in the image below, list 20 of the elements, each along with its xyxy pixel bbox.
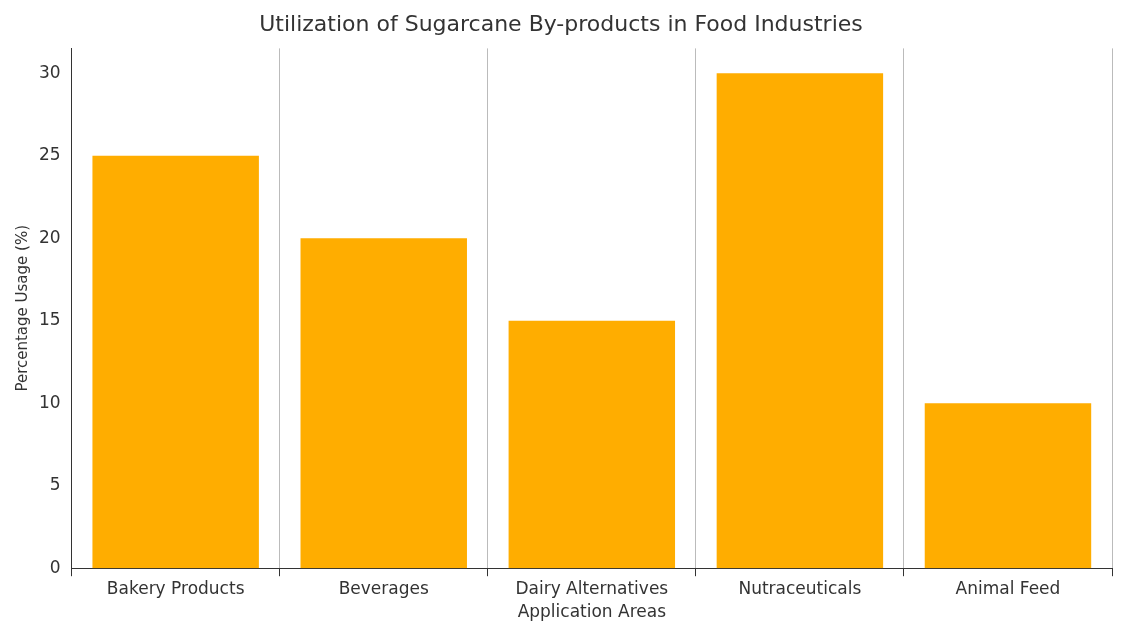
y-tick-label: 25: [38, 144, 61, 165]
y-tick-label: 20: [38, 226, 61, 247]
bar: [300, 238, 467, 569]
x-tick-label: Animal Feed: [955, 577, 1061, 598]
x-tick-label: Beverages: [338, 577, 429, 598]
bar: [716, 73, 884, 569]
y-tick-label: 0: [49, 556, 61, 577]
y-tick-label: 5: [49, 474, 61, 495]
x-tick-label: Nutraceuticals: [738, 577, 862, 598]
chart-title: Utilization of Sugarcane By-products in Food Industries: [259, 10, 863, 36]
x-tick-label: Bakery Products: [106, 577, 245, 598]
bar: [92, 155, 259, 569]
bar: [924, 403, 1092, 569]
x-tick-label: Dairy Alternatives: [515, 577, 669, 598]
y-axis-title: Percentage Usage (%): [12, 224, 31, 392]
bar: [508, 320, 676, 569]
y-tick-label: 10: [38, 391, 61, 412]
y-tick-label: 15: [38, 309, 61, 330]
x-axis-title: Application Areas: [517, 601, 667, 622]
y-tick-label: 30: [38, 61, 61, 82]
